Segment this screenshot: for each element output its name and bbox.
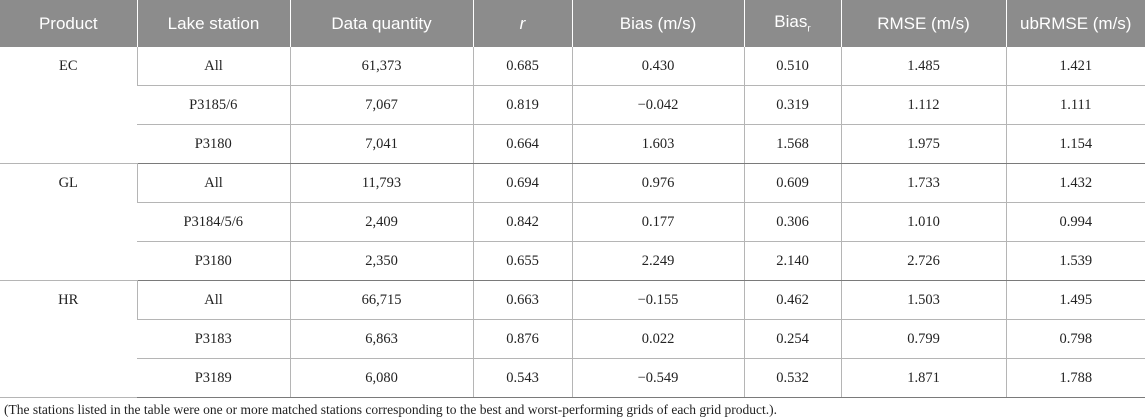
cell-ubrmse: 0.994 <box>1005 202 1145 242</box>
header-product: Product <box>0 0 137 47</box>
table-row: P3189 6,080 0.543 −0.549 0.532 1.871 1.788 <box>0 358 1145 398</box>
cell-product: HR <box>0 280 137 398</box>
cell-lake-station: All <box>136 163 290 203</box>
cell-bias: 2.249 <box>571 241 744 281</box>
results-table: Product Lake station Data quantity r Bia… <box>0 0 1145 398</box>
cell-r: 0.663 <box>472 280 572 320</box>
table-row: HR All 66,715 0.663 −0.155 0.462 1.503 1.495 <box>0 280 1145 398</box>
cell-lake-station: P3183 <box>137 319 290 359</box>
cell-bias-r: 0.510 <box>743 47 841 86</box>
cell-ubrmse: 1.421 <box>1005 47 1145 86</box>
table-row: GL All 11,793 0.694 0.976 0.609 1.733 1.432 <box>0 163 1145 281</box>
cell-r: 0.543 <box>472 358 572 398</box>
cell-rmse: 1.503 <box>840 280 1006 320</box>
cell-rmse: 1.871 <box>840 358 1006 398</box>
cell-ubrmse: 1.495 <box>1005 280 1145 320</box>
cell-bias-r: 0.462 <box>743 280 841 320</box>
cell-rmse: 0.799 <box>840 319 1006 359</box>
cell-data-quantity: 6,863 <box>289 319 473 359</box>
header-row: Product Lake station Data quantity r Bia… <box>0 0 1145 47</box>
cell-lake-station: P3185/6 <box>137 85 290 125</box>
cell-ubrmse: 1.111 <box>1005 85 1145 125</box>
header-data-quantity: Data quantity <box>289 0 473 47</box>
header-ubrmse: ubRMSE (m/s) <box>1005 0 1145 47</box>
cell-r: 0.664 <box>472 124 572 164</box>
cell-bias: −0.155 <box>571 280 744 320</box>
cell-ubrmse: 1.788 <box>1005 358 1145 398</box>
cell-data-quantity: 11,793 <box>289 163 473 203</box>
header-bias-r-sub: r <box>807 23 811 35</box>
cell-ubrmse: 0.798 <box>1005 319 1145 359</box>
cell-data-quantity: 61,373 <box>289 47 473 86</box>
cell-data-quantity: 2,350 <box>289 241 473 281</box>
cell-lake-station: All <box>136 47 290 86</box>
cell-rmse: 1.485 <box>840 47 1006 86</box>
cell-bias-r: 0.306 <box>743 202 841 242</box>
cell-r: 0.842 <box>472 202 572 242</box>
table-row: P3185/6 7,067 0.819 −0.042 0.319 1.112 1.111 <box>0 85 1145 125</box>
cell-bias: 0.976 <box>571 163 744 203</box>
cell-product: GL <box>0 163 137 281</box>
header-r: r <box>472 0 572 47</box>
cell-r: 0.655 <box>472 241 572 281</box>
cell-rmse: 1.112 <box>840 85 1006 125</box>
cell-rmse: 2.726 <box>840 241 1006 281</box>
cell-bias: −0.549 <box>571 358 744 398</box>
table-body: EC All 61,373 0.685 0.430 0.510 1.485 1.421 P318… <box>0 47 1145 398</box>
cell-bias: 1.603 <box>571 124 744 164</box>
cell-data-quantity: 7,041 <box>289 124 473 164</box>
cell-lake-station: All <box>136 280 290 320</box>
cell-bias-r: 1.568 <box>743 124 841 164</box>
cell-bias: 0.177 <box>571 202 744 242</box>
cell-r: 0.876 <box>472 319 572 359</box>
cell-bias-r: 0.254 <box>743 319 841 359</box>
cell-bias-r: 2.140 <box>743 241 841 281</box>
cell-r: 0.685 <box>472 47 572 86</box>
cell-r: 0.819 <box>472 85 572 125</box>
header-bias-r-main: Bias <box>774 12 808 32</box>
cell-ubrmse: 1.154 <box>1005 124 1145 164</box>
header-lake-station: Lake station <box>136 0 290 47</box>
cell-lake-station: P3184/5/6 <box>137 202 290 242</box>
table-row: EC All 61,373 0.685 0.430 0.510 1.485 1.421 <box>0 47 1145 164</box>
header-bias-r: Biasr <box>743 0 841 47</box>
cell-rmse: 1.733 <box>840 163 1006 203</box>
cell-bias-r: 0.319 <box>743 85 841 125</box>
cell-data-quantity: 2,409 <box>289 202 473 242</box>
cell-lake-station: P3189 <box>137 358 290 398</box>
cell-rmse: 1.010 <box>840 202 1006 242</box>
cell-lake-station: P3180 <box>137 124 290 164</box>
table-footnote: (The stations listed in the table were o… <box>4 402 778 417</box>
cell-bias: −0.042 <box>571 85 744 125</box>
cell-bias-r: 0.609 <box>743 163 841 203</box>
cell-ubrmse: 1.539 <box>1005 241 1145 281</box>
header-r-label: r <box>519 13 526 33</box>
cell-data-quantity: 6,080 <box>289 358 473 398</box>
cell-bias: 0.430 <box>571 47 744 86</box>
header-rmse: RMSE (m/s) <box>840 0 1006 47</box>
table-row: P3183 6,863 0.876 0.022 0.254 0.799 0.798 <box>0 319 1145 359</box>
cell-lake-station: P3180 <box>137 241 290 281</box>
table-row: P3180 7,041 0.664 1.603 1.568 1.975 1.154 <box>0 124 1145 164</box>
cell-bias-r: 0.532 <box>743 358 841 398</box>
cell-product: EC <box>0 47 137 164</box>
table-row: P3184/5/6 2,409 0.842 0.177 0.306 1.010 0.994 <box>0 202 1145 242</box>
header-bias: Bias (m/s) <box>571 0 744 47</box>
table-row: P3180 2,350 0.655 2.249 2.140 2.726 1.539 <box>0 241 1145 281</box>
cell-data-quantity: 66,715 <box>289 280 473 320</box>
cell-ubrmse: 1.432 <box>1005 163 1145 203</box>
cell-r: 0.694 <box>472 163 572 203</box>
cell-data-quantity: 7,067 <box>289 85 473 125</box>
cell-rmse: 1.975 <box>840 124 1006 164</box>
cell-bias: 0.022 <box>571 319 744 359</box>
